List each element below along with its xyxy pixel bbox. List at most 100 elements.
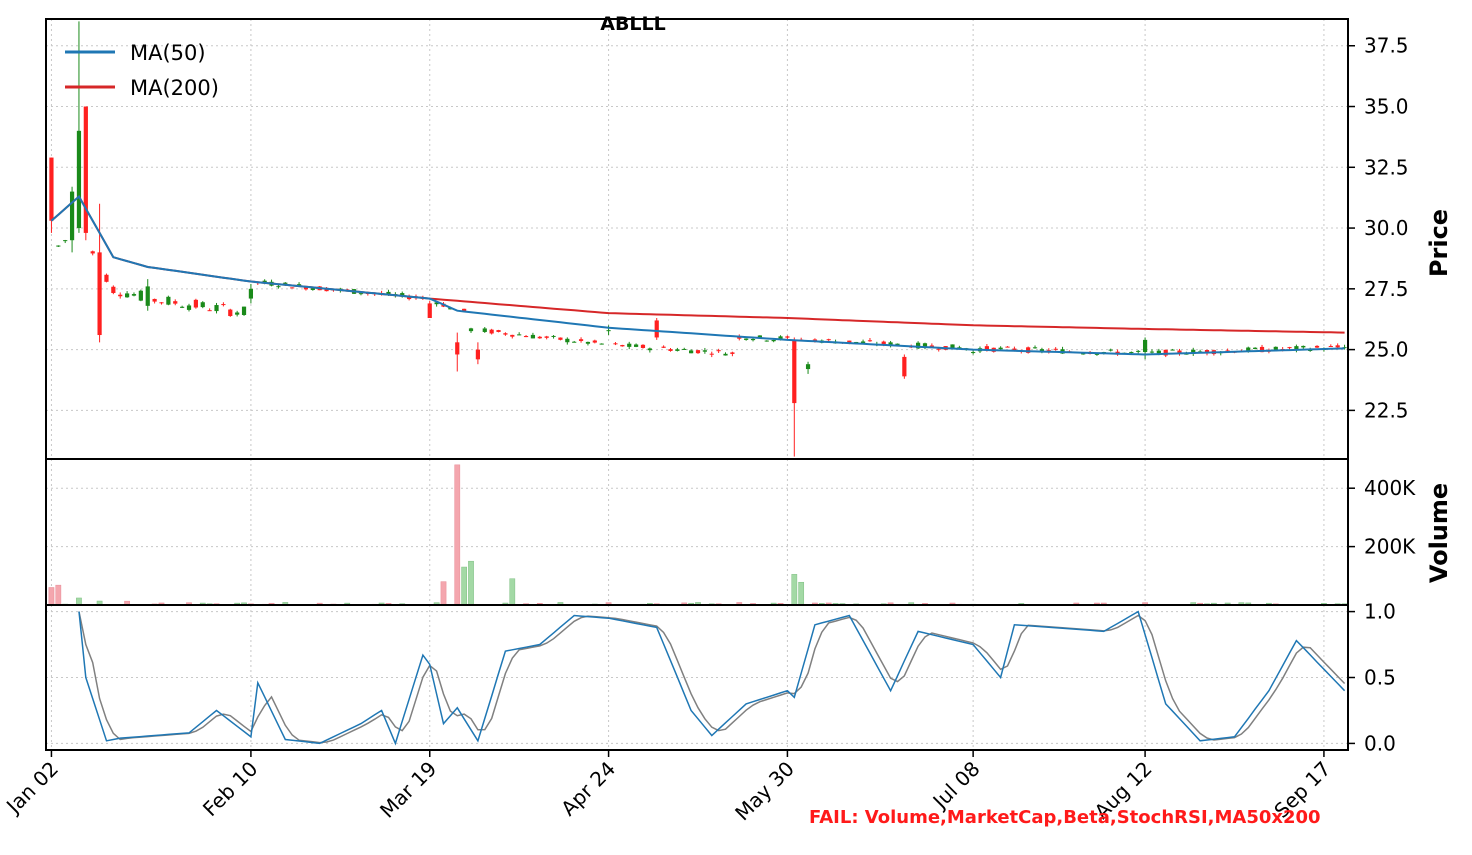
chart-title: ABLLL (600, 13, 666, 35)
candle-body (1335, 345, 1340, 348)
volume-y-label-1: 400K (1364, 476, 1416, 500)
candle-body (1246, 347, 1251, 352)
candle-body (241, 306, 247, 316)
candle-body (517, 334, 522, 336)
candle-body (812, 339, 818, 341)
legend: MA(50) MA(200) (65, 41, 219, 100)
x-label-5: Jul 08 (927, 757, 985, 815)
candle-body (929, 345, 934, 347)
candle-body (888, 342, 893, 346)
candle-body (482, 328, 487, 332)
candle-body (97, 252, 102, 336)
volume-bar (461, 566, 467, 605)
candle-body (881, 341, 886, 345)
candle-body (468, 328, 474, 332)
candle-body (854, 341, 859, 343)
candle-body (654, 320, 659, 338)
volume-bar (791, 574, 798, 605)
stoch-d-line (78, 611, 1346, 744)
stoch-y-label-1: 0.5 (1364, 666, 1396, 690)
candle-body (764, 340, 769, 342)
candle-body (689, 350, 694, 354)
volume-bar (55, 584, 62, 605)
candle-body (1094, 353, 1100, 355)
candle-body (530, 334, 536, 339)
volume-bar (186, 602, 192, 605)
candle-body (572, 341, 577, 343)
candle-body (1170, 349, 1175, 351)
candle-body (578, 339, 584, 341)
volume-bar (798, 581, 805, 605)
candle-body (1149, 351, 1155, 353)
candle-body (221, 304, 226, 306)
candle-body (489, 329, 494, 334)
candle-body (186, 305, 192, 310)
candle-body (1039, 349, 1045, 352)
candle-body (475, 349, 480, 360)
candle-body (296, 284, 302, 286)
candle-body (585, 341, 591, 344)
price-y-label-2: 27.5 (1364, 277, 1409, 301)
candle-body (606, 330, 611, 332)
price-y-axis: 22.5 25.0 27.5 30.0 32.5 35.0 37.5 (1348, 34, 1409, 422)
volume-bar (282, 602, 289, 605)
candle-body (750, 338, 756, 341)
candle-body (1314, 345, 1320, 348)
stoch-y-label-0: 0.0 (1364, 731, 1396, 755)
candle-body (1108, 349, 1113, 351)
candle-body (1026, 347, 1031, 353)
price-y-label-1: 25.0 (1364, 338, 1409, 362)
volume-bar (433, 602, 440, 605)
volume-bar (1245, 602, 1252, 605)
candle-body (971, 352, 976, 354)
volume-axis-label: Volume (1425, 483, 1453, 583)
candle-body (805, 364, 811, 370)
stoch-y-axis: 0.0 0.5 1.0 (1348, 600, 1396, 755)
candle-body (544, 336, 549, 338)
candle-body (792, 339, 797, 404)
ma50-line (50, 194, 1345, 356)
price-y-label-3: 30.0 (1364, 216, 1409, 240)
candle-body (1012, 348, 1017, 351)
candle-body (1294, 346, 1299, 350)
candle-body (922, 343, 928, 348)
candle-body (111, 286, 116, 293)
candle-body (235, 312, 240, 315)
price-y-label-0: 22.5 (1364, 398, 1409, 422)
volume-panel-frame (45, 458, 1349, 606)
candle-body (950, 344, 955, 349)
candle-body (276, 286, 281, 288)
candle-body (709, 353, 714, 355)
candle-body (180, 306, 185, 308)
legend-label-ma50: MA(50) (130, 41, 206, 65)
volume-bar (454, 464, 461, 605)
candle-body (565, 338, 570, 343)
candle-body (1163, 349, 1168, 356)
candle-body (427, 303, 432, 319)
candle-body (386, 291, 391, 295)
volume-bar (1100, 602, 1107, 605)
candle-body (152, 298, 157, 302)
candle-body (125, 293, 130, 298)
volume-bar (440, 581, 447, 605)
candle-body (510, 334, 515, 337)
candle-body (1032, 347, 1038, 349)
volume-bar (509, 578, 516, 605)
price-y-label-5: 35.0 (1364, 95, 1409, 119)
candle-body (207, 310, 212, 312)
volume-bar (825, 602, 832, 605)
candle-body (860, 341, 866, 344)
candle-body (310, 288, 315, 290)
candle-body (916, 342, 921, 349)
candle-body (503, 333, 508, 335)
candle-body (661, 346, 666, 348)
candle-body (757, 335, 763, 338)
candle-body (1053, 348, 1058, 350)
candle-body (1259, 346, 1265, 353)
volume-bar (557, 602, 564, 605)
candle-body (1142, 339, 1148, 353)
price-panel-frame (45, 18, 1349, 460)
candle-body (668, 349, 673, 351)
candle-body (290, 287, 295, 289)
candle-body (640, 344, 646, 348)
